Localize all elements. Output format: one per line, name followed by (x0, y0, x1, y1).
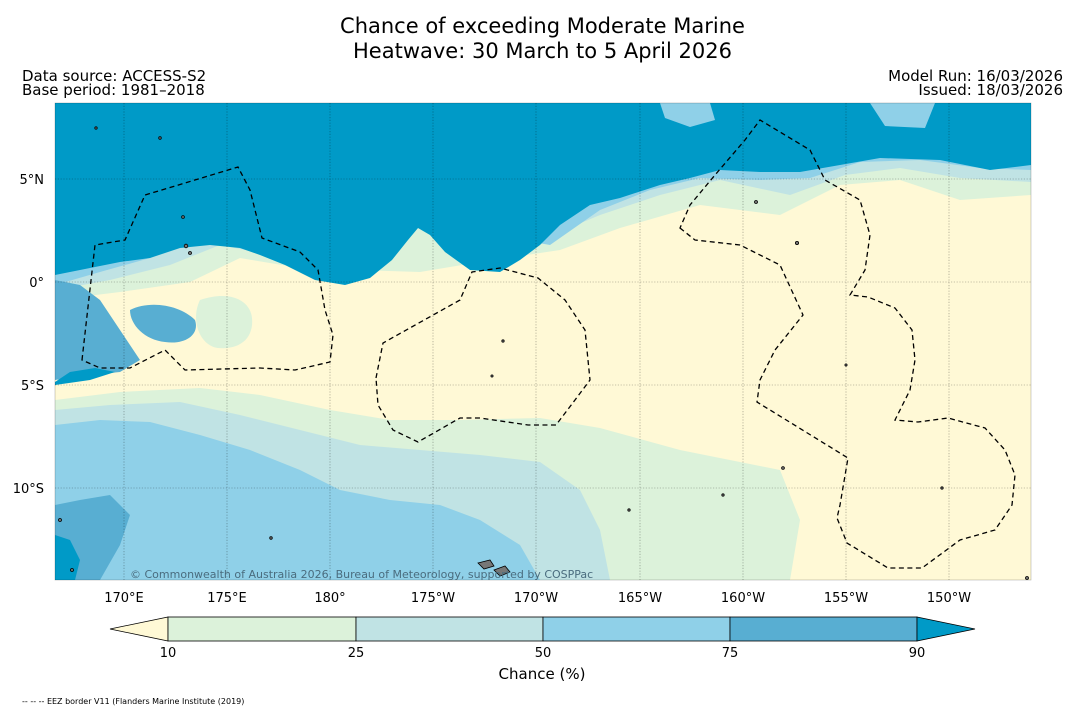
colorbar (109, 616, 976, 642)
model-run-text: Model Run: 16/03/2026 (888, 67, 1063, 85)
lon-label-165w: 165°W (618, 591, 662, 606)
island-dot-7 (795, 240, 800, 245)
title-line-2: Heatwave: 30 March to 5 April 2026 (353, 39, 732, 63)
copyright-text: © Commonwealth of Australia 2026, Bureau… (130, 568, 593, 581)
colorbar-title: Chance (%) (499, 665, 586, 683)
colorbar-tick-50: 50 (535, 646, 552, 661)
island-dot-15 (1025, 576, 1029, 580)
map-area: © Commonwealth of Australia 2026, Bureau… (55, 103, 1031, 581)
lat-label-10s: 10°S (13, 482, 44, 497)
eez-kiribati-phoenix (375, 267, 591, 443)
island-dot-8 (501, 339, 505, 343)
eez-kiribati-gilbert (81, 166, 334, 371)
lat-label-5s: 5°S (21, 379, 44, 394)
colorbar-above-90 (916, 616, 976, 642)
eez-footnote: -- -- -- EEZ border V11 (Flanders Marine… (22, 697, 245, 706)
colorbar-tick-25: 25 (348, 646, 365, 661)
island-dot-17 (844, 363, 848, 367)
eez-kiribati-line (679, 119, 1016, 569)
colorbar-ticks: 10 25 50 75 90 (160, 646, 926, 661)
lon-label-150w: 150°W (927, 591, 971, 606)
band-75-90 (55, 280, 196, 580)
data-info-left: Data source: ACCESS-S2 Base period: 1981… (22, 67, 207, 99)
island-dot-12 (58, 518, 62, 522)
island-dot-13 (70, 568, 74, 572)
band-above-90 (55, 103, 1031, 285)
base-period-text: Base period: 1981–2018 (22, 81, 205, 99)
colorbar-below-10 (109, 616, 169, 642)
colorbar-10-25 (167, 616, 357, 642)
lon-label-155w: 155°W (824, 591, 868, 606)
eez-borders (81, 119, 1016, 569)
colorbar-tick-75: 75 (722, 646, 739, 661)
island-samoa-1 (477, 559, 495, 570)
island-dot-6 (754, 200, 758, 204)
island-dot-18 (490, 374, 494, 378)
colorbar-tick-90: 90 (909, 646, 926, 661)
colorbar-75-90 (729, 616, 918, 642)
island-dot-2 (188, 251, 192, 255)
gridlines (55, 103, 1031, 580)
data-info-right: Model Run: 16/03/2026 Issued: 18/03/2026 (888, 67, 1063, 99)
band-above-90-south (55, 535, 80, 580)
colorbar-25-50 (355, 616, 544, 642)
lon-label-170w: 170°W (514, 591, 558, 606)
colorbar-50-75 (542, 616, 731, 642)
lat-label-0: 0° (29, 276, 44, 291)
island-dot-5 (94, 126, 98, 130)
island-dot-9 (781, 466, 785, 470)
island-dot-11 (627, 508, 631, 512)
lat-label-5n: 5°N (20, 173, 45, 188)
issued-text: Issued: 18/03/2026 (918, 81, 1063, 99)
island-dot-3 (181, 215, 185, 219)
lon-labels: 170°E 175°E 180° 175°W 170°W 165°W 160°W… (104, 591, 971, 606)
lon-label-170e: 170°E (104, 591, 144, 606)
title-line-1: Chance of exceeding Moderate Marine (340, 14, 745, 38)
lon-label-160w: 160°W (721, 591, 765, 606)
lat-labels: 5°N 0° 5°S 10°S (13, 173, 44, 497)
island-dot-10 (721, 493, 725, 497)
lon-label-175w: 175°W (411, 591, 455, 606)
band-10-25-island (196, 296, 253, 349)
map-title: Chance of exceeding Moderate Marine Heat… (0, 14, 1085, 64)
map-frame (54, 102, 1032, 581)
island-dot-16 (940, 486, 944, 490)
lon-label-175e: 175°E (207, 591, 247, 606)
patch-north-2 (870, 103, 935, 128)
data-source-text: Data source: ACCESS-S2 (22, 67, 207, 85)
colorbar-tick-10: 10 (160, 646, 177, 661)
island-dot-1 (183, 243, 189, 249)
lon-label-180: 180° (314, 591, 345, 606)
island-samoa-2 (493, 565, 511, 577)
patch-north-1 (660, 103, 715, 127)
island-dot-4 (158, 136, 162, 140)
islands (58, 126, 1029, 580)
island-dot-14 (269, 536, 273, 540)
band-above-90-west (55, 368, 115, 385)
